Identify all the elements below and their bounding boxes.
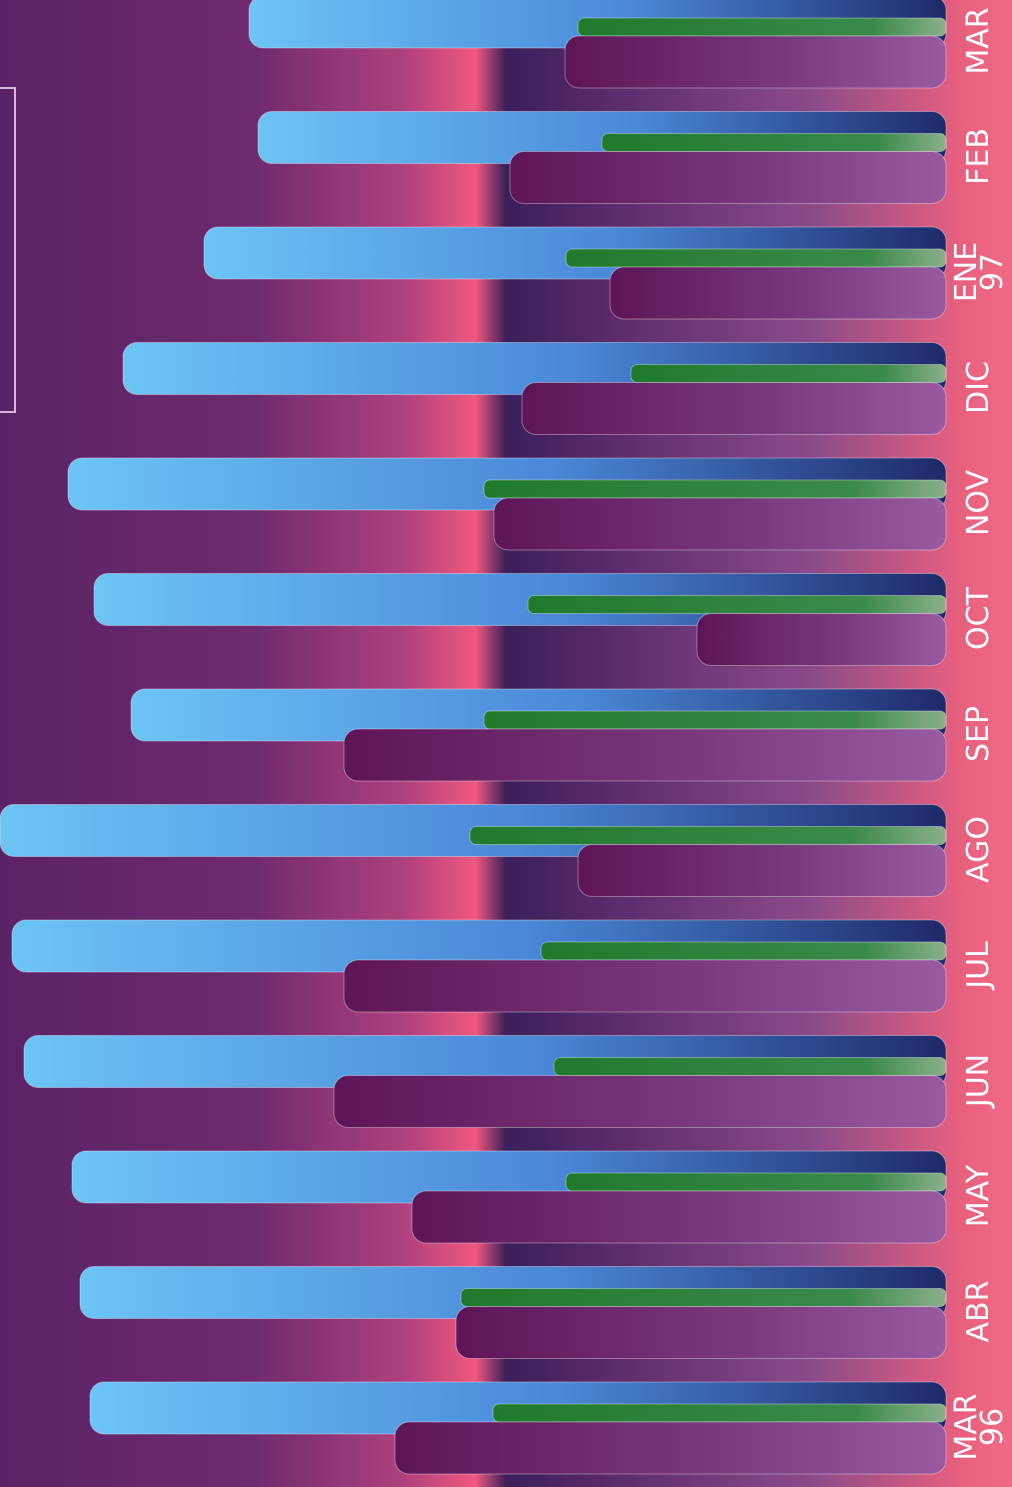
bar-series3-nov-8 bbox=[493, 497, 947, 551]
month-label-dic-9: DIC bbox=[961, 361, 996, 414]
month-label-line: MAR bbox=[961, 7, 996, 74]
month-label-sep-6: SEP bbox=[961, 706, 996, 762]
bar-series2-abr-1 bbox=[460, 1288, 947, 1307]
month-label-may-2: MAY bbox=[961, 1164, 996, 1227]
month-label-line: ABR bbox=[961, 1281, 996, 1343]
bar-series3-mar-12 bbox=[564, 35, 947, 89]
bar-series2-mar-12 bbox=[577, 17, 947, 37]
month-label-line: MAY bbox=[961, 1164, 996, 1227]
bar-series3-may-2 bbox=[411, 1190, 947, 1244]
month-label-mar-96-0: MAR96 bbox=[949, 1393, 1010, 1460]
bar-series3-abr-1 bbox=[455, 1306, 947, 1359]
month-label-nov-8: NOV bbox=[961, 470, 996, 537]
month-label-line: AGO bbox=[961, 816, 996, 883]
month-label-abr-1: ABR bbox=[961, 1281, 996, 1343]
bar-series3-jun-3 bbox=[333, 1075, 947, 1128]
month-label-ene-97-10: ENE97 bbox=[949, 242, 1010, 302]
month-label-line: MAR bbox=[949, 1393, 984, 1460]
month-label-line: DIC bbox=[961, 361, 996, 414]
month-label-line: 97 bbox=[975, 253, 1010, 291]
month-label-line: NOV bbox=[961, 470, 996, 537]
bar-series2-jul-4 bbox=[540, 941, 947, 961]
bar-series3-oct-7 bbox=[696, 613, 947, 666]
month-label-line: OCT bbox=[961, 586, 996, 650]
bar-series2-mar-96-0 bbox=[492, 1403, 947, 1423]
bar-series2-nov-8 bbox=[483, 479, 947, 499]
bar-series3-ene-97-10 bbox=[609, 266, 947, 320]
bar-series2-oct-7 bbox=[527, 595, 947, 614]
bar-series2-jun-3 bbox=[553, 1057, 947, 1076]
bar-series3-feb-11 bbox=[509, 151, 947, 204]
bar-series3-sep-6 bbox=[343, 728, 947, 782]
bar-series3-dic-9 bbox=[521, 382, 947, 435]
month-label-line: 96 bbox=[975, 1408, 1010, 1446]
month-label-line: JUL bbox=[961, 941, 996, 991]
legend-frame bbox=[0, 87, 16, 413]
bar-series3-mar-96-0 bbox=[394, 1421, 947, 1475]
month-label-jun-3: JUN bbox=[961, 1054, 996, 1109]
bar-series2-feb-11 bbox=[601, 133, 947, 152]
bar-series2-sep-6 bbox=[483, 710, 947, 730]
month-label-line: JUN bbox=[961, 1054, 996, 1109]
bar-series2-ago-5 bbox=[469, 826, 947, 845]
month-label-mar-12: MAR bbox=[961, 7, 996, 74]
bars-group bbox=[0, 0, 947, 1475]
bar-series3-ago-5 bbox=[577, 844, 947, 897]
bar-series2-ene-97-10 bbox=[565, 248, 947, 268]
month-labels: MAR96ABRMAYJUNJULAGOSEPOCTNOVDICENE97FEB… bbox=[949, 7, 1010, 1460]
month-label-jul-4: JUL bbox=[961, 941, 996, 991]
month-label-feb-11: FEB bbox=[961, 128, 996, 185]
month-label-oct-7: OCT bbox=[961, 586, 996, 650]
bar-series3-jul-4 bbox=[343, 959, 947, 1013]
bar-series2-dic-9 bbox=[630, 364, 947, 383]
month-label-line: ENE bbox=[949, 242, 984, 302]
bar-series2-may-2 bbox=[565, 1172, 947, 1192]
month-label-line: FEB bbox=[961, 128, 996, 185]
month-label-ago-5: AGO bbox=[961, 816, 996, 883]
month-label-line: SEP bbox=[961, 706, 996, 762]
